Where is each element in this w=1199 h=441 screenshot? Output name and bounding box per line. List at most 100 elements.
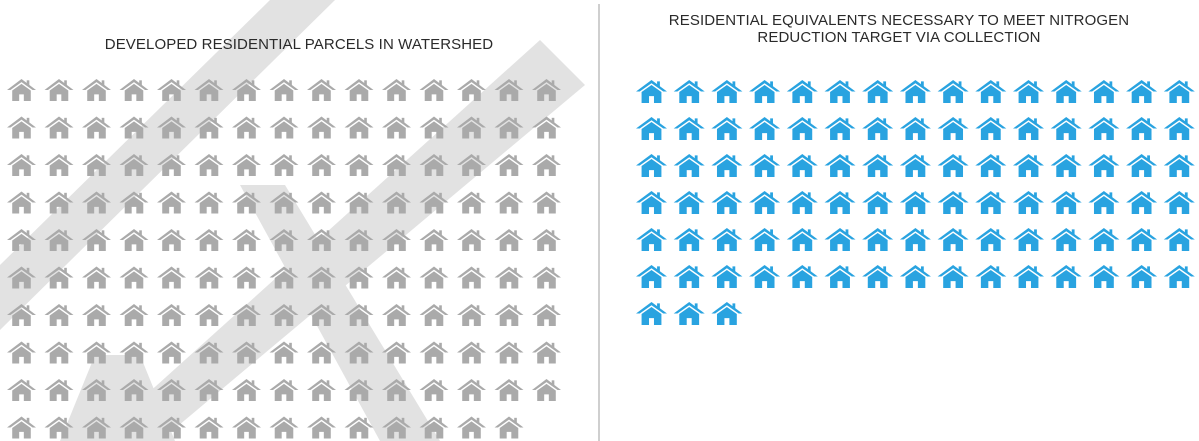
house-icon	[862, 191, 894, 214]
house-icon	[899, 191, 931, 214]
house-icon	[119, 416, 149, 439]
house-icon	[1013, 265, 1044, 288]
house-icon	[749, 265, 781, 288]
house-icon	[232, 416, 261, 439]
house-icon	[7, 229, 36, 251]
house-icon	[307, 341, 336, 364]
house-icon	[307, 416, 336, 439]
house-icon	[7, 116, 36, 139]
house-icon	[194, 154, 224, 176]
house-icon	[1050, 265, 1082, 288]
house-icon	[232, 116, 261, 139]
house-icon	[636, 302, 667, 325]
house-icon	[636, 80, 667, 103]
house-icon	[194, 191, 224, 214]
house-icon	[1050, 228, 1082, 251]
house-icon	[824, 80, 856, 103]
house-icon	[636, 265, 667, 288]
house-icon	[636, 228, 667, 251]
house-icon	[344, 304, 374, 326]
house-icon	[749, 228, 781, 251]
house-icon	[824, 265, 856, 288]
house-icon	[975, 265, 1007, 288]
house-icon	[899, 117, 931, 140]
house-icon	[82, 416, 111, 439]
house-icon	[419, 416, 449, 439]
house-icon	[157, 116, 186, 139]
house-icon	[307, 266, 336, 289]
house-icon	[1126, 117, 1158, 140]
house-icon	[636, 191, 667, 214]
house-icon	[532, 304, 561, 326]
house-icon	[157, 341, 186, 364]
house-icon	[786, 154, 818, 177]
house-icon	[673, 154, 705, 177]
house-icon	[673, 117, 705, 140]
house-icon	[457, 116, 486, 139]
house-icon	[975, 117, 1007, 140]
house-icon	[269, 229, 299, 251]
house-icon	[44, 79, 74, 101]
house-icon	[494, 379, 524, 401]
house-icon	[382, 229, 411, 251]
house-icon	[7, 416, 36, 439]
house-icon	[7, 79, 36, 101]
house-icon	[194, 79, 224, 101]
house-icon	[419, 304, 449, 326]
house-icon	[532, 154, 561, 176]
house-icon	[269, 154, 299, 176]
house-icon	[419, 341, 449, 364]
house-icon	[494, 79, 524, 101]
house-icon	[899, 228, 931, 251]
house-icon	[673, 302, 705, 325]
house-icon	[119, 341, 149, 364]
house-icon	[494, 416, 524, 439]
house-icon	[269, 116, 299, 139]
house-icon	[382, 79, 411, 101]
house-icon	[1163, 228, 1195, 251]
house-icon	[269, 416, 299, 439]
house-icon	[269, 191, 299, 214]
house-icon	[44, 191, 74, 214]
house-icon	[44, 379, 74, 401]
house-icon	[119, 154, 149, 176]
house-icon	[157, 304, 186, 326]
house-icon	[344, 191, 374, 214]
house-icon	[862, 228, 894, 251]
house-icon	[307, 79, 336, 101]
house-icon	[532, 341, 561, 364]
house-icon	[975, 154, 1007, 177]
house-icon	[1013, 191, 1044, 214]
house-icon	[673, 191, 705, 214]
house-icon	[937, 191, 969, 214]
house-icon	[232, 266, 261, 289]
house-icon	[1088, 154, 1120, 177]
house-icon	[157, 266, 186, 289]
house-icon	[937, 265, 969, 288]
house-icon	[194, 379, 224, 401]
house-icon	[457, 379, 486, 401]
house-icon	[7, 304, 36, 326]
house-icon	[119, 304, 149, 326]
house-icon	[1163, 80, 1195, 103]
house-icon	[232, 379, 261, 401]
house-icon	[786, 228, 818, 251]
house-icon	[494, 116, 524, 139]
house-icon	[532, 266, 561, 289]
house-icon	[7, 266, 36, 289]
house-icon	[344, 154, 374, 176]
house-icon	[269, 341, 299, 364]
house-icon	[532, 116, 561, 139]
house-icon	[1013, 228, 1044, 251]
house-icon	[937, 228, 969, 251]
house-icon	[307, 379, 336, 401]
house-icon	[382, 416, 411, 439]
house-icon	[1163, 117, 1195, 140]
house-icon	[194, 341, 224, 364]
house-icon	[1163, 191, 1195, 214]
house-icon	[1050, 154, 1082, 177]
house-icon	[1013, 154, 1044, 177]
house-icon	[44, 154, 74, 176]
house-icon	[824, 191, 856, 214]
house-icon	[457, 191, 486, 214]
